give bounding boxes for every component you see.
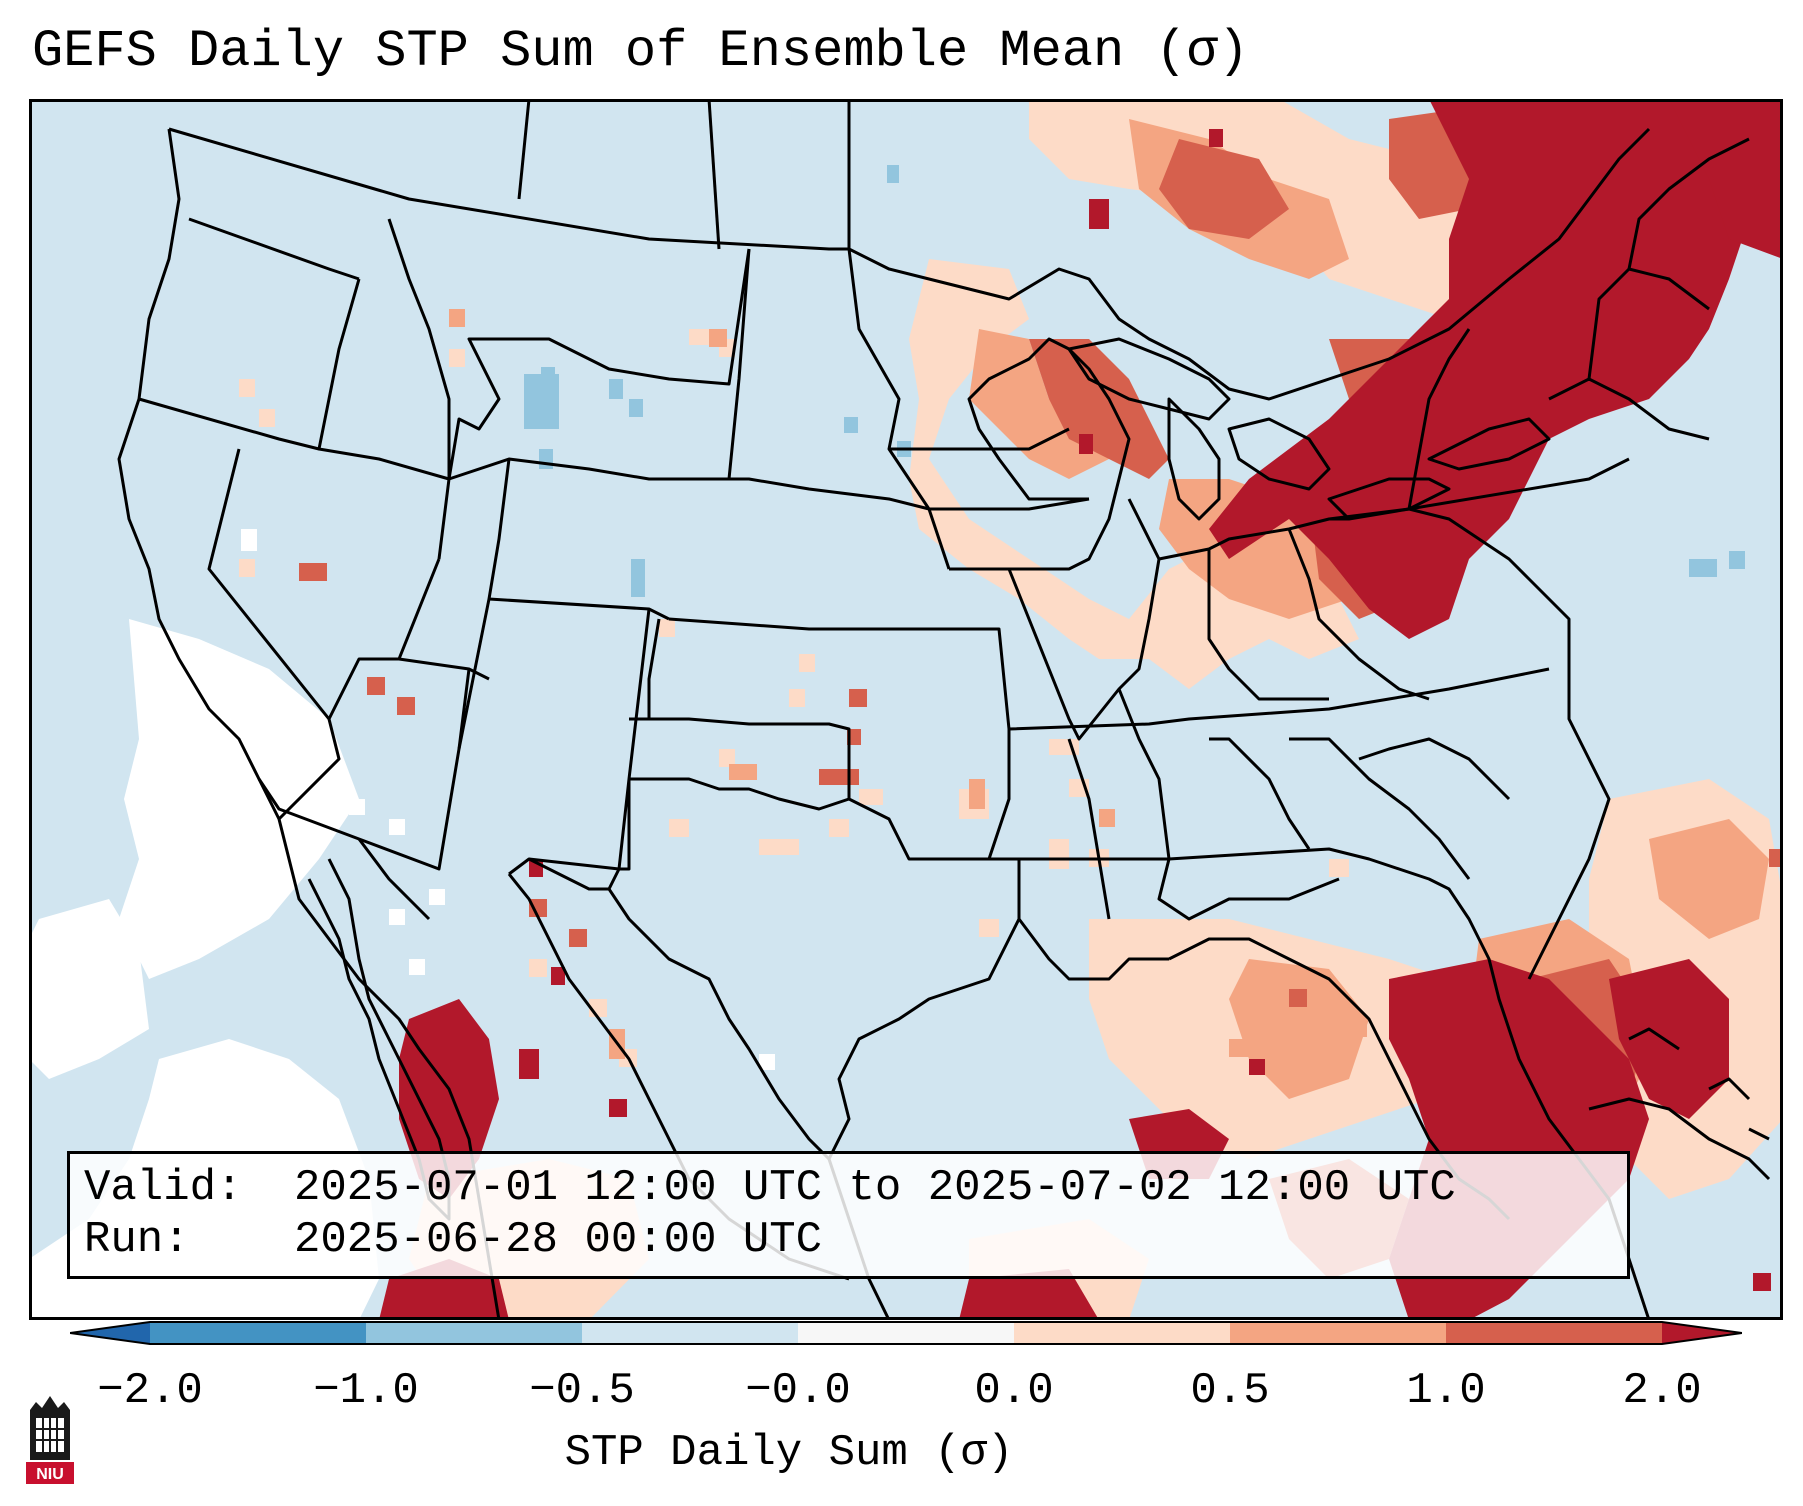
colorbar-tick-label: −0.5 bbox=[529, 1366, 635, 1416]
valid-label: Valid: bbox=[84, 1163, 243, 1213]
run-value: 2025-06-28 00:00 UTC bbox=[294, 1215, 823, 1265]
colorbar bbox=[70, 1321, 1742, 1345]
chart-title: GEFS Daily STP Sum of Ensemble Mean (σ) bbox=[32, 22, 1249, 81]
map-boundaries bbox=[117, 99, 1771, 1320]
colorbar-bin-under bbox=[70, 1322, 150, 1344]
colorbar-bin-over bbox=[1662, 1322, 1742, 1344]
valid-value: 2025-07-01 12:00 UTC to 2025-07-02 12:00… bbox=[294, 1163, 1456, 1213]
colorbar-bin-4 bbox=[798, 1322, 1014, 1344]
run-label: Run: bbox=[84, 1215, 190, 1265]
colorbar-bin-6 bbox=[1230, 1322, 1446, 1344]
colorbar-bin-5 bbox=[1014, 1322, 1230, 1344]
run-row: Run: 2025-06-28 00:00 UTC bbox=[84, 1214, 1613, 1266]
map-panel bbox=[29, 99, 1783, 1320]
colorbar-tick-label: 1.0 bbox=[1406, 1366, 1486, 1416]
colorbar-tick-label: 2.0 bbox=[1622, 1366, 1702, 1416]
valid-row: Valid: 2025-07-01 12:00 UTC to 2025-07-02… bbox=[84, 1162, 1613, 1214]
colorbar-tick-label: 0.5 bbox=[1190, 1366, 1270, 1416]
map-frame bbox=[29, 99, 1783, 1320]
negative-anomaly-cells bbox=[524, 165, 1745, 597]
info-box: Valid: 2025-07-01 12:00 UTC to 2025-07-02… bbox=[67, 1151, 1630, 1279]
niu-logo: NIU bbox=[26, 1396, 74, 1484]
colorbar-bin-2 bbox=[366, 1322, 582, 1344]
colorbar-tick-label: −0.0 bbox=[745, 1366, 851, 1416]
colorbar-bin-3 bbox=[582, 1322, 798, 1344]
colorbar-tick-label: −2.0 bbox=[97, 1366, 203, 1416]
near-zero-speckles bbox=[241, 529, 775, 1070]
colorbar-outline bbox=[70, 1321, 1742, 1345]
colorbar-label: STP Daily Sum (σ) bbox=[564, 1428, 1014, 1478]
colorbar-tick-label: −1.0 bbox=[313, 1366, 419, 1416]
colorbar-bin-1 bbox=[150, 1322, 366, 1344]
colorbar-tick-label: 0.0 bbox=[974, 1366, 1054, 1416]
colorbar-bin-7 bbox=[1446, 1322, 1662, 1344]
logo-text: NIU bbox=[36, 1466, 64, 1483]
